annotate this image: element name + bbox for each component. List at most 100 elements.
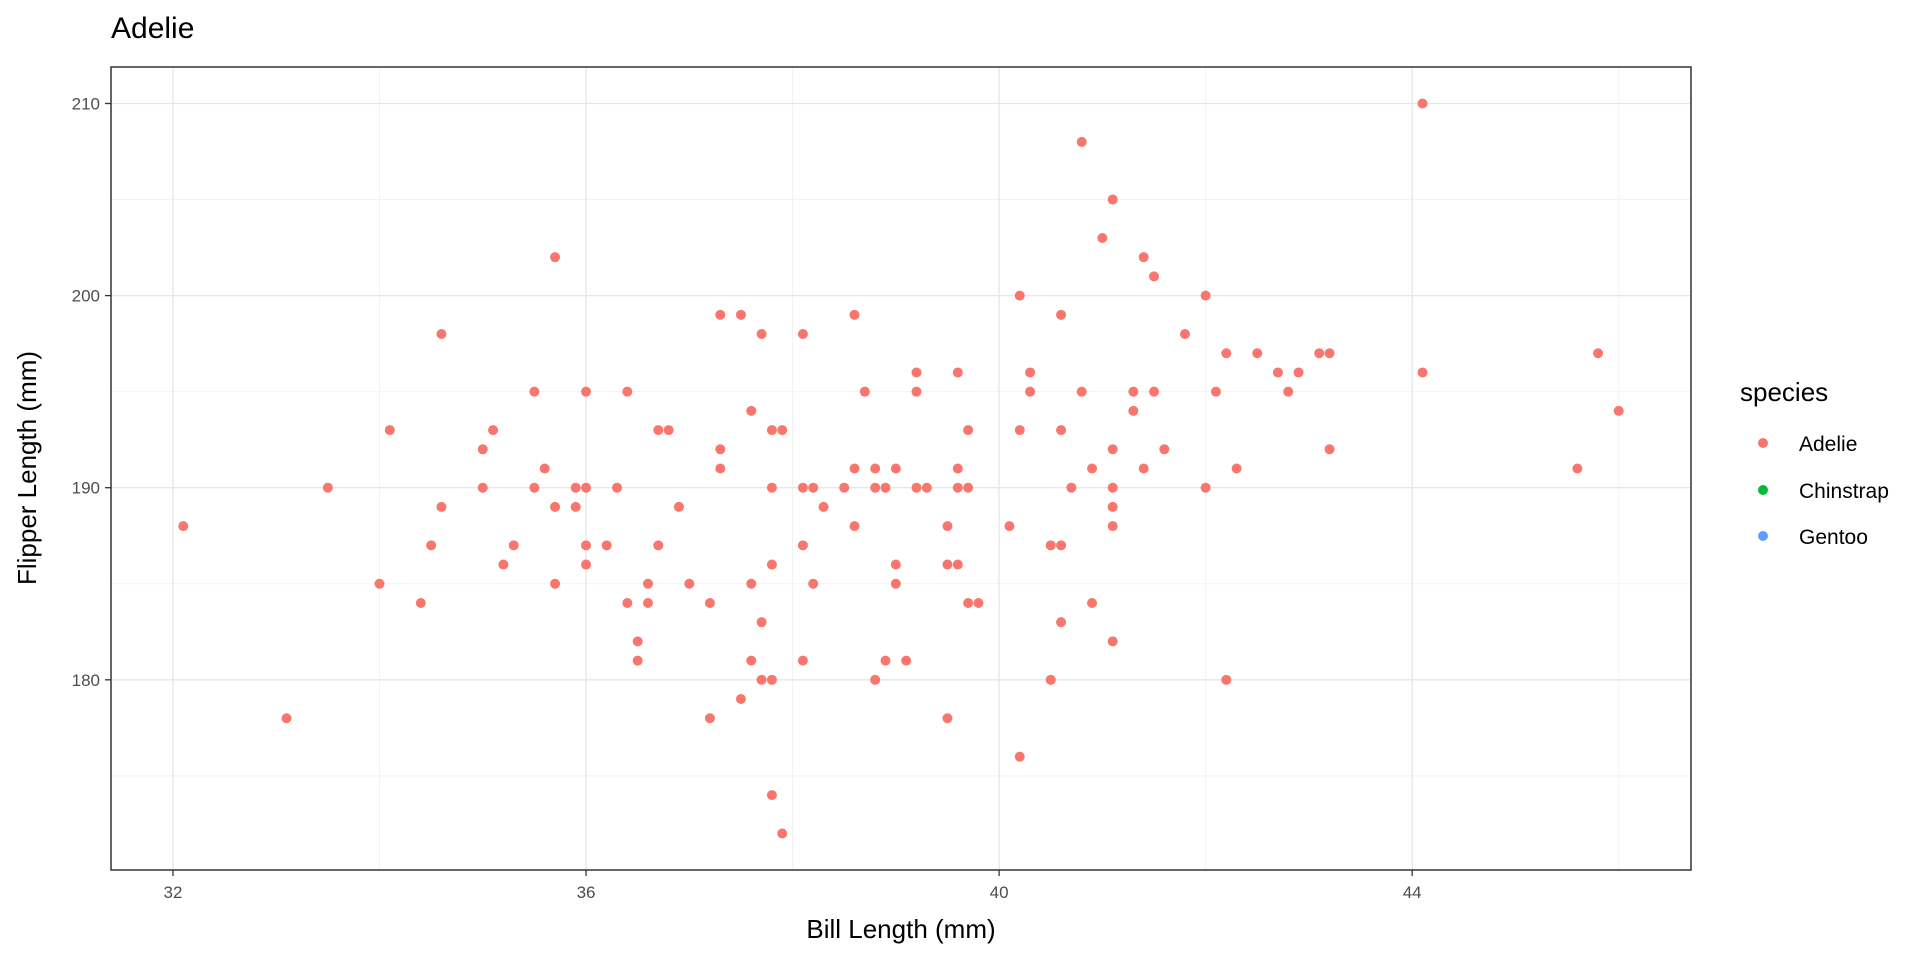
data-point [808, 578, 819, 589]
data-point [756, 674, 767, 685]
data-point [1572, 463, 1583, 474]
chart-title: Adelie [111, 12, 194, 45]
data-point [673, 501, 684, 512]
data-point [890, 559, 901, 570]
data-point [570, 482, 581, 493]
legend-label-adelie: Adelie [1799, 433, 1857, 456]
grid-major [111, 67, 1691, 870]
data-point [766, 674, 777, 685]
data-point [436, 329, 447, 340]
data-point [1014, 751, 1025, 762]
legend-swatch-adelie [1758, 438, 1768, 448]
data-point [1179, 329, 1190, 340]
data-point [870, 674, 881, 685]
data-point [715, 309, 726, 320]
data-point [1128, 386, 1139, 397]
data-point [849, 521, 860, 532]
data-point [281, 713, 292, 724]
data-point [746, 655, 757, 666]
data-point [498, 559, 509, 570]
data-point [653, 540, 664, 551]
data-points [178, 98, 1624, 839]
data-point [581, 482, 592, 493]
data-point [1107, 636, 1118, 647]
data-point [1231, 463, 1242, 474]
data-point [1324, 444, 1335, 455]
data-point [1593, 348, 1604, 359]
data-point [1283, 386, 1294, 397]
data-point [1066, 482, 1077, 493]
data-point [612, 482, 623, 493]
data-point [952, 367, 963, 378]
data-point [1272, 367, 1283, 378]
legend-item-gentoo: Gentoo [1758, 526, 1868, 549]
data-point [1025, 367, 1036, 378]
data-point [550, 501, 561, 512]
data-point [653, 425, 664, 436]
data-point [1056, 309, 1067, 320]
y-axis: 180 190 200 210 [72, 95, 111, 690]
data-point [1056, 425, 1067, 436]
data-point [1128, 405, 1139, 416]
data-point [1149, 271, 1160, 282]
data-point [550, 252, 561, 263]
data-point [756, 329, 767, 340]
data-point [1314, 348, 1325, 359]
data-point [766, 425, 777, 436]
data-point [704, 597, 715, 608]
data-point [766, 482, 777, 493]
data-point [1149, 386, 1160, 397]
data-point [818, 501, 829, 512]
data-point [384, 425, 395, 436]
data-point [973, 597, 984, 608]
data-point [1417, 367, 1428, 378]
data-point [911, 386, 922, 397]
data-point [550, 578, 561, 589]
data-point [178, 521, 189, 532]
data-point [942, 521, 953, 532]
legend-swatch-gentoo [1758, 531, 1768, 541]
data-point [374, 578, 385, 589]
legend: species Adelie Chinstrap Gentoo [1740, 377, 1889, 549]
legend-item-chinstrap: Chinstrap [1758, 480, 1889, 503]
data-point [642, 578, 653, 589]
data-point [756, 617, 767, 628]
data-point [1210, 386, 1221, 397]
data-point [1056, 540, 1067, 551]
data-point [952, 463, 963, 474]
data-point [870, 463, 881, 474]
data-point [1138, 463, 1149, 474]
data-point [880, 655, 891, 666]
x-tick-label: 44 [1403, 883, 1422, 902]
data-point [1200, 290, 1211, 301]
x-axis-title: Bill Length (mm) [806, 914, 995, 944]
data-point [322, 482, 333, 493]
data-point [911, 367, 922, 378]
data-point [581, 559, 592, 570]
data-point [581, 386, 592, 397]
data-point [570, 501, 581, 512]
data-point [859, 386, 870, 397]
data-point [808, 482, 819, 493]
data-point [963, 597, 974, 608]
legend-label-gentoo: Gentoo [1799, 526, 1868, 549]
data-point [1107, 521, 1118, 532]
data-point [529, 482, 540, 493]
data-point [952, 482, 963, 493]
data-point [849, 309, 860, 320]
data-point [1045, 674, 1056, 685]
data-point [642, 597, 653, 608]
data-point [1056, 617, 1067, 628]
data-point [797, 540, 808, 551]
data-point [477, 482, 488, 493]
data-point [1107, 482, 1118, 493]
data-point [1417, 98, 1428, 109]
data-point [684, 578, 695, 589]
grid-minor [111, 67, 1691, 870]
data-point [1200, 482, 1211, 493]
data-point [777, 828, 788, 839]
data-point [777, 425, 788, 436]
data-point [1324, 348, 1335, 359]
data-point [436, 501, 447, 512]
data-point [1221, 348, 1232, 359]
